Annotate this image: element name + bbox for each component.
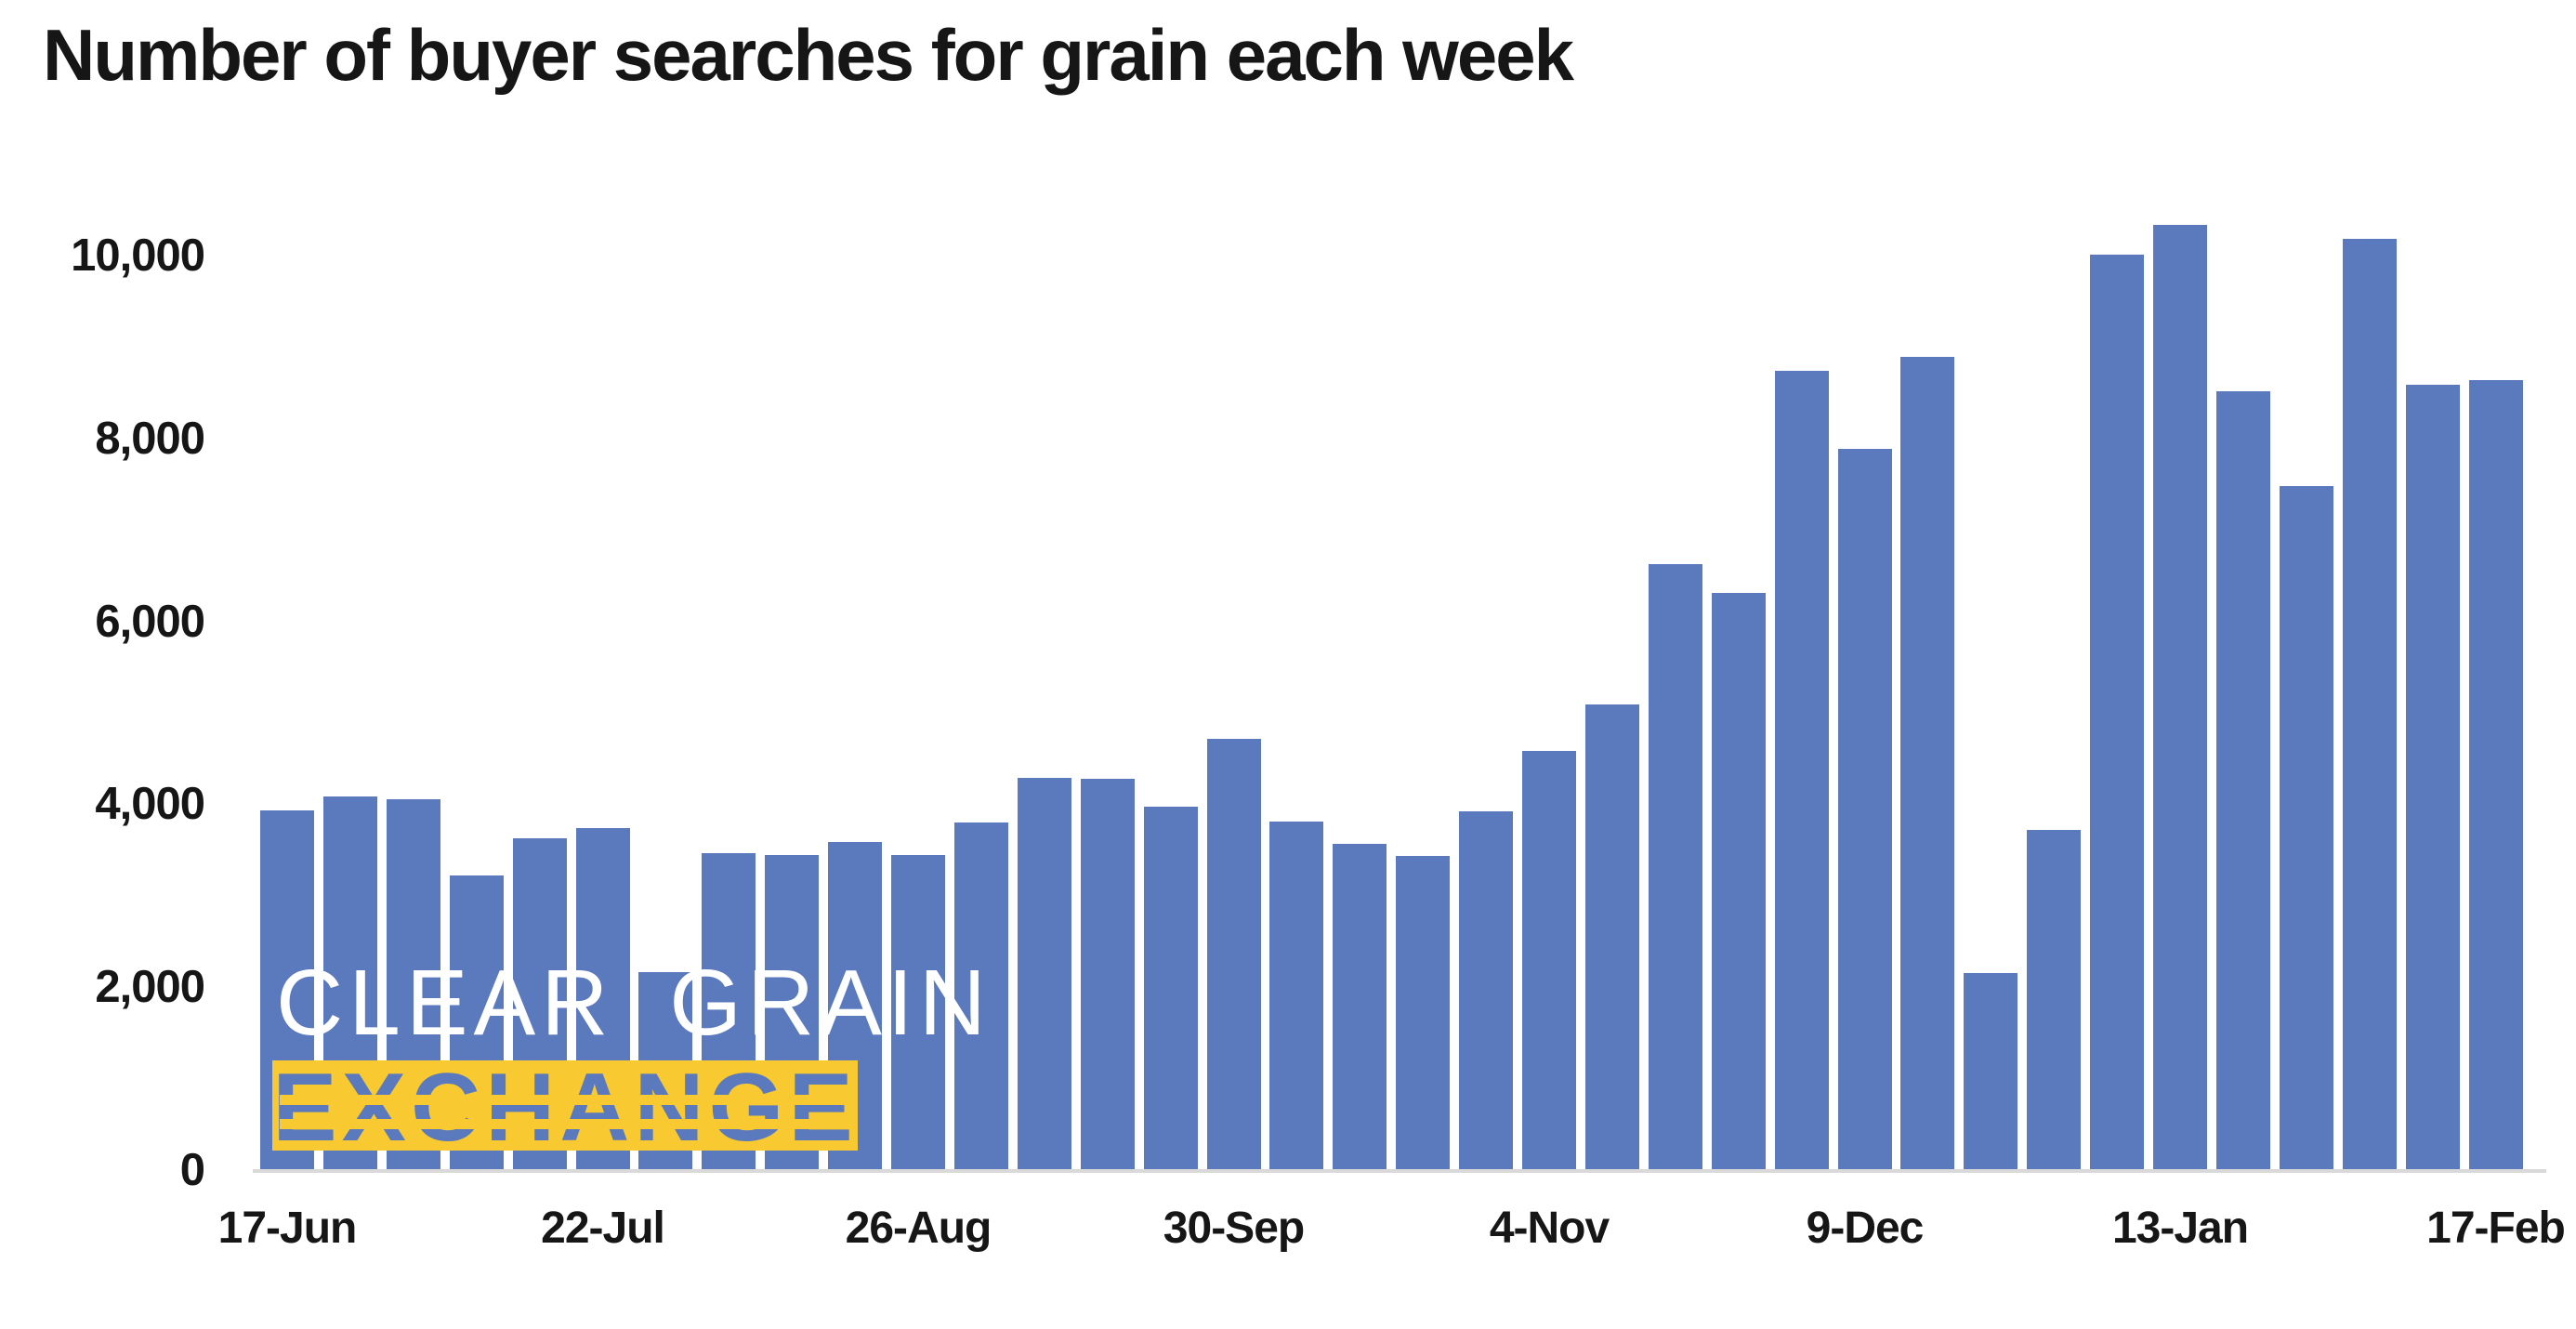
bar-week-26 (1837, 448, 1892, 1169)
x-axis-label-22-Jul: 22-Jul (541, 1204, 665, 1253)
bar-week-21 (1522, 751, 1576, 1169)
y-axis-label-8,000: 8,000 (95, 413, 205, 464)
x-axis-label-4-Nov: 4-Nov (1489, 1204, 1610, 1253)
x-axis-label-30-Sep: 30-Sep (1163, 1204, 1305, 1253)
bar-week-22 (1584, 704, 1639, 1169)
bar-week-30 (2090, 255, 2145, 1169)
bar-week-34 (2342, 239, 2397, 1169)
x-axis-label-13-Jan: 13-Jan (2111, 1204, 2249, 1253)
x-axis-label-26-Aug: 26-Aug (845, 1204, 992, 1253)
logo-text-exchange: EXCHANGE (272, 1054, 858, 1162)
bar-week-23 (1648, 563, 1702, 1169)
bar-week-36 (2468, 379, 2523, 1169)
bar-week-27 (1900, 357, 1955, 1169)
x-axis-label-17-Feb: 17-Feb (2426, 1204, 2566, 1253)
logo-yellow-band: EXCHANGE (272, 1054, 858, 1162)
chart-title: Number of buyer searches for grain each … (43, 14, 1574, 96)
y-axis-label-2,000: 2,000 (95, 962, 205, 1013)
x-axis-line (253, 1169, 2546, 1173)
bar-week-17 (1269, 822, 1324, 1169)
bar-week-33 (2279, 485, 2333, 1169)
bar-week-20 (1459, 811, 1514, 1169)
bar-week-19 (1396, 856, 1451, 1169)
logo-text-clear-grain: CLEAR GRAIN (276, 951, 992, 1055)
bar-week-24 (1711, 593, 1766, 1169)
bar-week-32 (2215, 390, 2270, 1169)
y-axis-label-6,000: 6,000 (95, 596, 205, 647)
logo-stencil-stripe (280, 1119, 850, 1129)
bar-week-25 (1774, 370, 1829, 1169)
y-axis-label-4,000: 4,000 (95, 779, 205, 830)
bar-week-29 (2027, 829, 2082, 1169)
y-axis-label-10,000: 10,000 (71, 230, 205, 281)
bar-week-15 (1143, 807, 1198, 1169)
bar-week-18 (1333, 843, 1387, 1169)
bar-week-35 (2405, 384, 2460, 1169)
x-axis-label-17-Jun: 17-Jun (217, 1204, 358, 1253)
bar-week-31 (2153, 224, 2207, 1169)
bar-week-16 (1206, 738, 1261, 1169)
bar-week-12 (953, 822, 1008, 1169)
bar-week-14 (1080, 778, 1135, 1169)
bar-week-28 (1964, 973, 2018, 1169)
x-axis-label-9-Dec: 9-Dec (1806, 1204, 1925, 1253)
bar-week-11 (891, 854, 945, 1169)
bar-week-13 (1017, 777, 1071, 1169)
logo-stencil-stripe (280, 1095, 850, 1105)
y-axis-label-0: 0 (179, 1145, 205, 1195)
